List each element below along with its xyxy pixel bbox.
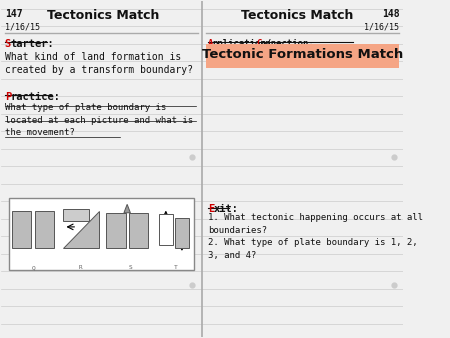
- Text: Tectonics Match: Tectonics Match: [47, 9, 160, 22]
- Text: 1/16/15: 1/16/15: [4, 23, 40, 31]
- Text: P: P: [4, 92, 11, 102]
- Text: 1. What tectonic happening occurs at all
boundaries?
2. What type of plate bound: 1. What tectonic happening occurs at all…: [208, 213, 423, 260]
- Text: E: E: [208, 204, 214, 214]
- Text: ractice:: ractice:: [10, 92, 60, 102]
- Text: T: T: [174, 265, 178, 270]
- Bar: [206, 45, 400, 68]
- Bar: [175, 218, 189, 248]
- Text: R: R: [78, 265, 82, 270]
- Bar: [129, 213, 148, 248]
- Text: tarter:: tarter:: [10, 40, 54, 49]
- Text: pplication/: pplication/: [212, 40, 272, 48]
- Bar: [63, 210, 89, 221]
- Polygon shape: [124, 204, 130, 213]
- Text: What kind of land formation is
created by a transform boundary?: What kind of land formation is created b…: [4, 52, 193, 75]
- Bar: [106, 213, 126, 248]
- Text: S: S: [4, 40, 11, 49]
- Bar: [35, 211, 54, 248]
- Text: onnection:: onnection:: [261, 40, 315, 48]
- Bar: [158, 214, 173, 245]
- Bar: [12, 211, 32, 248]
- Bar: [9, 198, 194, 270]
- Text: Tectonic Formations Match: Tectonic Formations Match: [202, 48, 403, 62]
- Text: xit:: xit:: [213, 204, 238, 214]
- Text: 147: 147: [4, 9, 22, 19]
- Text: Q: Q: [32, 265, 36, 270]
- Text: What type of plate boundary is
located at each picture and what is
the movement?: What type of plate boundary is located a…: [4, 103, 193, 137]
- Text: A: A: [208, 40, 213, 48]
- Polygon shape: [63, 211, 99, 248]
- Text: S: S: [129, 265, 132, 270]
- Text: Tectonics Match: Tectonics Match: [241, 9, 353, 22]
- Text: 148: 148: [382, 9, 400, 19]
- Text: 1/16/15: 1/16/15: [364, 23, 400, 31]
- Text: C: C: [256, 40, 262, 48]
